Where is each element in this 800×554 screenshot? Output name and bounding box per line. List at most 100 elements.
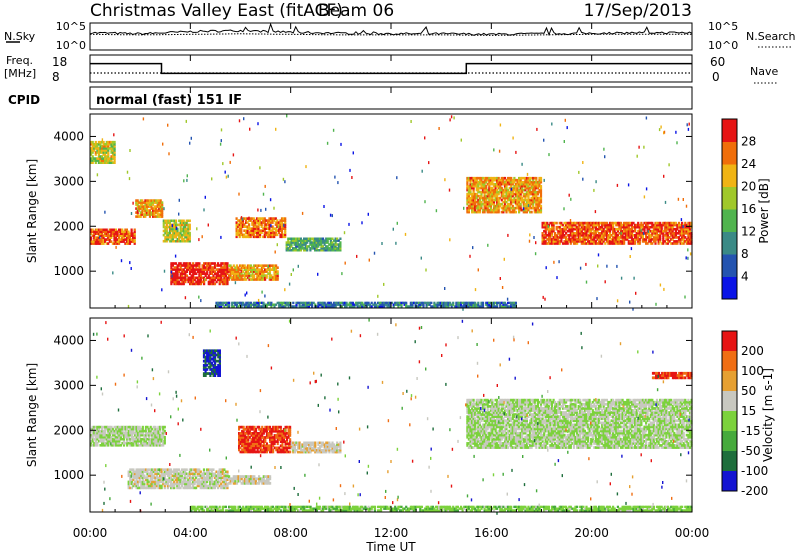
heatmap-cell-10-70-1 bbox=[325, 303, 328, 306]
heatmap-cell-0-27-8 bbox=[132, 427, 135, 431]
heatmap-cell-9-11-4 bbox=[107, 153, 110, 156]
heatmap-cell-3-36-3 bbox=[226, 276, 229, 280]
heatmap-cell-7-11-14 bbox=[483, 182, 486, 186]
heatmap-cell-1-60-8 bbox=[221, 470, 224, 474]
heatmap-cell-10-110-2 bbox=[387, 301, 391, 305]
heatmap-cell-7-24-13 bbox=[503, 184, 507, 188]
heatmap-cell-4-20-3 bbox=[259, 272, 262, 275]
heatmap-cell-7-44-5 bbox=[535, 200, 538, 204]
heatmap-cell-0-22-8 bbox=[124, 427, 127, 431]
heatmap-cell-8-6-9 bbox=[550, 223, 554, 227]
heatmap-cell-7-14-1 bbox=[488, 208, 491, 212]
heatmap-cell-7-29-11 bbox=[511, 188, 514, 192]
heatmap-cell-3-15-9 bbox=[193, 264, 196, 267]
heatmap-cell-3-7-2 bbox=[181, 278, 184, 282]
heatmap-cell-8-72-9 bbox=[654, 223, 657, 227]
heatmap-cell-7-38-5 bbox=[525, 200, 528, 204]
heatmap-cell-1-58-6 bbox=[218, 474, 221, 478]
heatmap-cell-1-34-3 bbox=[180, 480, 184, 484]
heatmap-cell-9-3-9 bbox=[94, 143, 97, 146]
heatmap-cell-1-21-1 bbox=[160, 484, 163, 488]
heatmap-cell-2-8-10 bbox=[175, 219, 178, 223]
heatmap-cell-7-20-7 bbox=[497, 196, 500, 200]
heatmap-cell-8-38-8 bbox=[601, 225, 604, 229]
heatmap-cell-7-38-6 bbox=[525, 198, 528, 202]
speckle-147 bbox=[207, 223, 209, 227]
heatmap-cell-1-53-7 bbox=[210, 472, 213, 476]
heatmap-cell-8-33-0 bbox=[593, 242, 596, 245]
heatmap-cell-8-0-8 bbox=[541, 225, 544, 229]
heatmap-cell-0-20-2 bbox=[121, 238, 124, 241]
heatmap-cell-8-35-7 bbox=[596, 227, 599, 231]
heatmap-cell-6-8-2 bbox=[298, 245, 301, 248]
heatmap-cell-7-43-9 bbox=[533, 192, 536, 196]
heatmap-cell-4-3-1 bbox=[232, 276, 235, 279]
heatmap-cell-1-39-6 bbox=[188, 474, 191, 478]
heatmap-cell-8-16-2 bbox=[566, 238, 569, 241]
heatmap-cell-8-39-3 bbox=[602, 236, 605, 239]
heatmap-cell-1-33-6 bbox=[179, 474, 182, 478]
heatmap-cell-9-2-6 bbox=[93, 149, 96, 152]
heatmap-cell-8-73-5 bbox=[655, 232, 659, 235]
heatmap-cell-8-32-10 bbox=[591, 221, 594, 225]
heatmap-cell-7-42-14 bbox=[532, 182, 535, 186]
heatmap-cell-0-46-1 bbox=[162, 441, 165, 445]
speckle-256 bbox=[643, 195, 646, 199]
heatmap-cell-1-34-6 bbox=[180, 474, 184, 478]
heatmap-cell-8-67-0 bbox=[646, 242, 649, 245]
heatmap-cell-3-33-8 bbox=[221, 266, 224, 269]
heatmap-cell-10-163-1 bbox=[471, 303, 474, 306]
heatmap-cell-0-9-3 bbox=[104, 437, 107, 441]
heatmap-cell-3-25-1 bbox=[209, 280, 212, 284]
heatmap-cell-6-11-0 bbox=[303, 249, 306, 252]
heatmap-cell-7-0-14 bbox=[466, 182, 469, 186]
heatmap-cell-9-1-7 bbox=[91, 147, 94, 150]
heatmap-cell-8-2-0 bbox=[544, 242, 547, 245]
heatmap-cell-5-2-8 bbox=[238, 219, 241, 222]
heatmap-cell-8-79-7 bbox=[665, 227, 668, 231]
heatmap-cell-1-53-3 bbox=[210, 480, 213, 484]
heatmap-cell-7-43-15 bbox=[533, 180, 536, 184]
heatmap-cell-8-45-8 bbox=[612, 225, 615, 229]
heatmap-cell-0-24-9 bbox=[127, 425, 130, 429]
heatmap-cell-10-0-1 bbox=[215, 303, 218, 306]
heatmap-cell-0-3-2 bbox=[94, 439, 97, 443]
heatmap-cell-0-26-1 bbox=[130, 240, 133, 243]
heatmap-cell-7-20-6 bbox=[497, 198, 500, 202]
heatmap-cell-9-6-7 bbox=[99, 147, 102, 150]
heatmap-cell-1-16-3 bbox=[159, 209, 162, 212]
heatmap-cell-2-3-10 bbox=[167, 219, 170, 223]
heatmap-cell-8-90-2 bbox=[682, 238, 685, 241]
heatmap-cell-9-2-7 bbox=[93, 147, 96, 150]
heatmap-cell-9-13-3 bbox=[110, 155, 113, 158]
heatmap-cell-1-57-7 bbox=[217, 472, 220, 476]
heatmap-cell-8-74-9 bbox=[657, 223, 660, 227]
heatmap-cell-8-59-3 bbox=[634, 236, 637, 239]
heatmap-cell-7-19-7 bbox=[496, 196, 499, 200]
heatmap-cell-4-1-6 bbox=[229, 266, 232, 269]
heatmap-cell-9-5-3 bbox=[97, 155, 100, 158]
heatmap-cell-8-33-6 bbox=[593, 229, 596, 233]
heatmap-cell-3-5-10 bbox=[178, 262, 181, 265]
heatmap-cell-7-46-15 bbox=[538, 180, 541, 184]
speckle-135 bbox=[301, 211, 304, 215]
heatmap-cell-10-83-1 bbox=[345, 303, 348, 306]
speckle-142 bbox=[568, 193, 570, 197]
heatmap-cell-8-85-4 bbox=[674, 234, 677, 237]
heatmap-cell-0-7-8 bbox=[101, 427, 104, 431]
heatmap-cell-1-13-3 bbox=[155, 209, 158, 212]
colorbar-tick-3: 16 bbox=[741, 202, 756, 216]
heatmap-cell-8-15-9 bbox=[565, 223, 568, 227]
heatmap-cell-8-75-2 bbox=[659, 238, 662, 241]
heatmap-cell-7-34-9 bbox=[519, 192, 522, 196]
heatmap-cell-1-6-3 bbox=[137, 480, 140, 484]
heatmap-cell-6-33-1 bbox=[337, 247, 340, 250]
heatmap-cell-1-21-4 bbox=[160, 478, 163, 482]
heatmap-cell-1-3-5 bbox=[139, 205, 142, 208]
heatmap-cell-0-12-8 bbox=[108, 427, 111, 431]
heatmap-cell-9-12-9 bbox=[108, 143, 111, 146]
heatmap-cell-7-11-7 bbox=[483, 196, 486, 200]
heatmap-cell-8-15-2 bbox=[565, 238, 568, 241]
heatmap-cell-8-18-2 bbox=[569, 238, 572, 241]
speckle-122 bbox=[660, 125, 662, 129]
